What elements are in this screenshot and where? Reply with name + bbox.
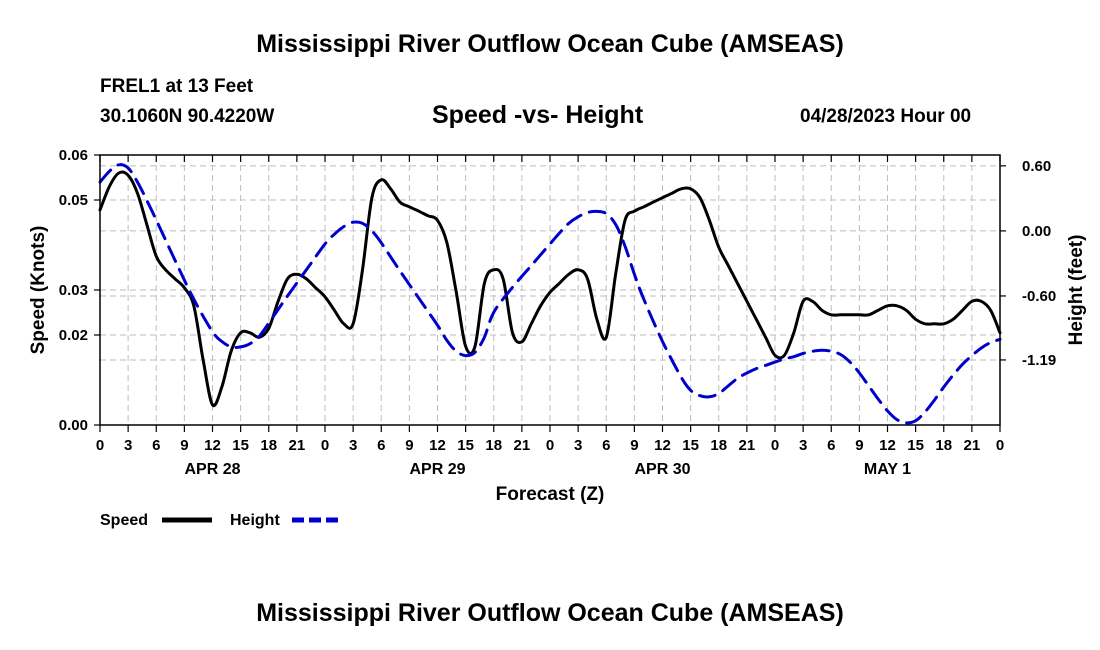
x-axis-label: Forecast (Z)	[496, 484, 605, 505]
x-tick-label: 12	[654, 437, 671, 454]
x-tick-label: 3	[799, 437, 807, 454]
series-line-speed	[98, 170, 1002, 408]
y-tick-label-left: 0.00	[59, 417, 88, 434]
x-tick-label: 15	[232, 437, 249, 454]
x-tick-label: 21	[289, 437, 306, 454]
x-tick-label: 0	[771, 437, 779, 454]
y-tick-label-left: 0.06	[59, 147, 88, 164]
y-tick-label-right: 0.00	[1022, 223, 1051, 240]
legend-label-speed: Speed	[100, 512, 148, 529]
day-label: APR 28	[184, 461, 240, 478]
x-tick-label: 0	[996, 437, 1004, 454]
x-tick-label: 21	[964, 437, 981, 454]
x-tick-label: 9	[180, 437, 188, 454]
y-axis-label-right: Height (feet)	[1066, 235, 1087, 346]
x-tick-label: 6	[602, 437, 610, 454]
x-tick-label: 3	[124, 437, 132, 454]
x-tick-label: 15	[457, 437, 474, 454]
station-coords: 30.1060N 90.4220W	[100, 106, 275, 127]
chart-subtitle: Speed -vs- Height	[432, 101, 644, 129]
x-tick-label: 21	[514, 437, 531, 454]
y-tick-label-left: 0.03	[59, 282, 88, 299]
x-tick-label: 12	[204, 437, 221, 454]
legend-label-height: Height	[230, 512, 280, 529]
x-tick-label: 0	[546, 437, 554, 454]
x-tick-label: 18	[935, 437, 952, 454]
forecast-datetime: 04/28/2023 Hour 00	[800, 106, 972, 127]
day-label: APR 30	[634, 461, 690, 478]
x-tick-label: 9	[630, 437, 638, 454]
series-line-height	[98, 163, 1002, 425]
page-title-top: Mississippi River Outflow Ocean Cube (AM…	[256, 30, 844, 58]
x-tick-label: 18	[710, 437, 727, 454]
y-tick-label-right: -0.60	[1022, 288, 1056, 305]
y-axis-label-left: Speed (Knots)	[28, 226, 49, 355]
x-tick-label: 9	[405, 437, 413, 454]
day-label: APR 29	[409, 461, 465, 478]
y-tick-label-left: 0.05	[59, 192, 88, 209]
series-layer	[98, 163, 1002, 425]
x-tick-label: 0	[321, 437, 329, 454]
station-label: FREL1 at 13 Feet	[100, 76, 254, 97]
x-tick-label: 9	[855, 437, 863, 454]
x-tick-label: 6	[152, 437, 160, 454]
x-tick-label: 12	[879, 437, 896, 454]
legend: Speed Height	[100, 512, 342, 529]
x-tick-label: 3	[349, 437, 357, 454]
x-tick-label: 6	[827, 437, 835, 454]
page-title-bottom: Mississippi River Outflow Ocean Cube (AM…	[256, 599, 844, 627]
x-tick-label: 18	[260, 437, 277, 454]
x-tick-label: 6	[377, 437, 385, 454]
x-tick-label: 21	[739, 437, 756, 454]
y-tick-label-right: -1.19	[1022, 352, 1056, 369]
x-tick-label: 18	[485, 437, 502, 454]
day-label: MAY 1	[864, 461, 911, 478]
y-tick-label-right: 0.60	[1022, 158, 1051, 175]
x-tick-label: 3	[574, 437, 582, 454]
grid-layer	[100, 155, 1000, 425]
x-tick-label: 15	[682, 437, 699, 454]
x-tick-label: 12	[429, 437, 446, 454]
y-tick-label-left: 0.02	[59, 327, 88, 344]
axis-layer: 0 3 6 9 12 15 18 21 0 3 6 9 12 15 18 21 0 3 6 9 12 15 18 21 0 3 6 9…	[59, 147, 1056, 478]
x-tick-label: 0	[96, 437, 104, 454]
x-tick-label: 15	[907, 437, 924, 454]
